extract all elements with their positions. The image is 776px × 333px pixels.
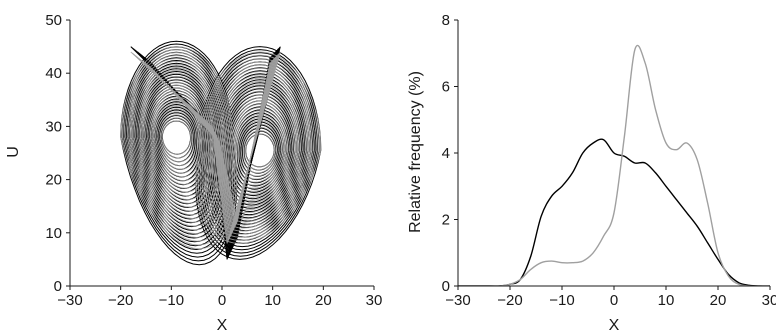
attractor-trace-gray (241, 126, 279, 174)
frequency-y-tick-label: 2 (442, 212, 450, 229)
attractor-trace-gray (231, 110, 288, 189)
attractor-trace-gray (155, 108, 199, 170)
attractor-x-tick-label: 30 (366, 292, 383, 309)
frequency-x-tick-label: −10 (549, 292, 574, 309)
attractor-trace-gray (205, 67, 312, 229)
attractor-plot: −30 −20 −10 0 10 20 30 0 10 20 30 40 50 X U (5, 12, 382, 333)
attractor-trace-gray (156, 111, 197, 166)
attractor-y-tick-label: 30 (45, 118, 62, 135)
frequency-y-tick-label: 8 (442, 12, 450, 29)
attractor-y-tick-label: 0 (54, 278, 62, 295)
attractor-trace-gray (227, 103, 292, 195)
attractor-trace-black (160, 117, 193, 159)
attractor-y-axis-label: U (5, 146, 22, 158)
attractor-trace-gray (158, 114, 195, 163)
attractor-trace-gray (195, 51, 322, 244)
attractor-trace-gray (135, 72, 221, 216)
attractor-x-tick-label: 10 (264, 292, 281, 309)
frequency-curve-black (458, 138, 770, 286)
attractor-trace-gray (130, 63, 226, 227)
attractor-trace-gray (245, 133, 275, 168)
attractor-trace-gray (161, 120, 192, 155)
attractor-x-tick-label: −30 (57, 292, 82, 309)
attractor-x-tick-label: 0 (218, 292, 226, 309)
attractor-trace-gray (221, 94, 298, 204)
attractor-trace-gray (150, 99, 204, 182)
attractor-trace-black (202, 58, 315, 248)
attractor-trace-gray (159, 117, 193, 159)
attractor-trace-gray (146, 93, 208, 189)
attractor-trace-black (240, 124, 280, 177)
attractor-trace-black (198, 52, 319, 254)
frequency-axes: −30 −20 −10 0 10 20 30 0 2 4 6 8 (442, 12, 776, 309)
attractor-x-tick-label: −10 (159, 292, 184, 309)
attractor-trace-gray (140, 81, 215, 204)
attractor-y-tick-label: 50 (45, 12, 62, 29)
attractor-trace-black (122, 46, 234, 258)
frequency-x-tick-label: −20 (497, 292, 522, 309)
frequency-y-tick-label: 6 (442, 79, 450, 96)
attractor-trace-gray (233, 113, 287, 186)
attractor-trace-black (200, 55, 317, 251)
attractor-trace-gray (143, 87, 212, 197)
attractor-trace-gray (235, 116, 285, 183)
attractor-trace-gray (225, 100, 294, 198)
attractor-trace-gray (126, 58, 230, 235)
frequency-plot: −30 −20 −10 0 10 20 30 0 2 4 6 8 X Relative frequen… (407, 12, 776, 333)
attractor-trace-gray (243, 130, 277, 171)
attractor-trace-gray (120, 46, 238, 250)
attractor-trace-gray (197, 54, 320, 241)
attractor-trace-gray (199, 58, 318, 238)
frequency-curve-gray (458, 44, 770, 286)
attractor-y-tick-label: 40 (45, 65, 62, 82)
attractor-trace-gray (125, 55, 232, 238)
attractor-y-tick-label: 10 (45, 225, 62, 242)
attractor-trace-gray (150, 62, 271, 223)
frequency-curves (458, 44, 770, 286)
attractor-trace-gray (223, 97, 296, 201)
attractor-trace-gray (148, 96, 206, 185)
frequency-y-axis-label: Relative frequency (%) (407, 71, 424, 233)
attractor-trace-black (157, 112, 196, 167)
frequency-x-tick-label: 20 (710, 292, 727, 309)
attractor-x-tick-label: −20 (108, 292, 133, 309)
frequency-x-tick-label: 10 (658, 292, 675, 309)
frequency-y-tick-label: 0 (442, 278, 450, 295)
attractor-trace-gray (229, 107, 290, 192)
attractor-trace-gray (121, 49, 236, 246)
attractor-traces (120, 40, 322, 266)
attractor-trace-gray (239, 123, 281, 177)
attractor-trace-gray (237, 120, 283, 180)
frequency-x-tick-label: 0 (610, 292, 618, 309)
attractor-y-tick-label: 20 (45, 172, 62, 189)
frequency-x-tick-label: 30 (762, 292, 776, 309)
attractor-trace-gray (131, 66, 224, 223)
frequency-x-axis-label: X (609, 317, 620, 333)
attractor-x-axis-label: X (217, 317, 228, 333)
attractor-trace-gray (153, 105, 201, 174)
attractor-trace-gray (203, 64, 314, 232)
attractor-trace-gray (209, 74, 309, 223)
attractor-trace-gray (211, 77, 307, 220)
attractor-x-tick-label: 20 (315, 292, 332, 309)
frequency-y-tick-label: 4 (442, 145, 450, 162)
attractor-trace-gray (133, 69, 223, 219)
frequency-x-tick-label: −30 (445, 292, 470, 309)
attractor-axes: −30 −20 −10 0 10 20 30 0 10 20 30 40 50 (45, 12, 382, 309)
attractor-trace-gray (207, 71, 311, 226)
attractor-trace-gray (201, 61, 316, 235)
attractor-trace-black (156, 109, 198, 170)
